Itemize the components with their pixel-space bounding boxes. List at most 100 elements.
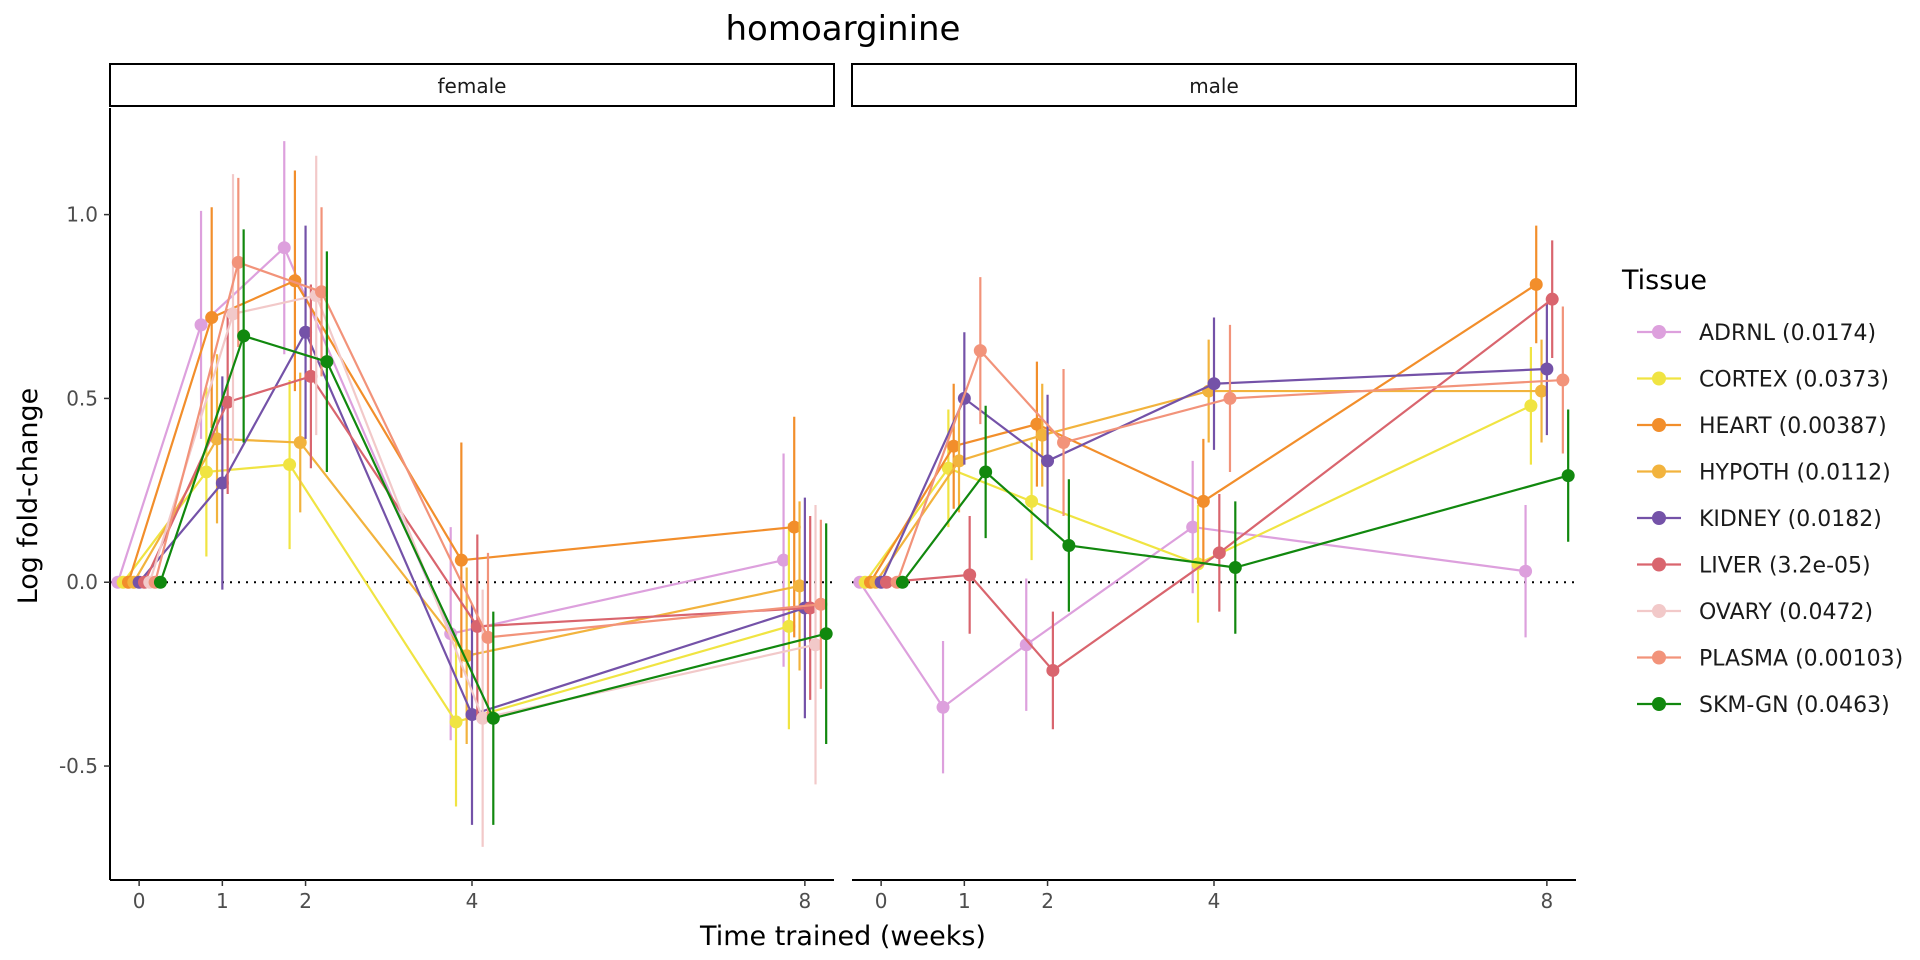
- legend-key-point: [1652, 697, 1666, 711]
- legend-label: CORTEX (0.0373): [1699, 368, 1889, 393]
- facet-label-female: female: [438, 74, 507, 98]
- legend-item-ovary: OVARY (0.0472): [1637, 600, 1873, 625]
- data-point: [449, 715, 463, 729]
- x-tick-label: 2: [1041, 889, 1054, 913]
- data-point: [215, 476, 229, 490]
- series-plasma-female: [148, 177, 828, 722]
- data-point: [320, 355, 334, 369]
- data-point: [1057, 436, 1071, 450]
- legend-label: HEART (0.00387): [1699, 414, 1887, 439]
- data-point: [226, 307, 240, 321]
- legend-item-cortex: CORTEX (0.0373): [1637, 368, 1889, 393]
- series-ovary-female: [143, 155, 823, 847]
- data-point: [1212, 546, 1226, 560]
- data-point: [947, 439, 961, 453]
- series-skm-gn-male: [895, 405, 1575, 634]
- data-point: [787, 520, 801, 534]
- data-point: [454, 553, 468, 567]
- data-point: [879, 575, 893, 589]
- data-point: [979, 465, 993, 479]
- legend-key-point: [1652, 464, 1666, 479]
- x-tick-label: 2: [299, 889, 312, 913]
- legend: Tissue ADRNL (0.0174) CORTEX (0.0373) HEAR…: [1621, 265, 1903, 718]
- series-heart-male: [863, 225, 1543, 589]
- legend-key-point: [1652, 511, 1666, 525]
- legend-item-hypoth: HYPOTH (0.0112): [1637, 461, 1891, 486]
- data-point: [809, 638, 823, 652]
- legend-key-point: [1652, 557, 1666, 572]
- data-point: [315, 285, 329, 299]
- data-point: [194, 318, 208, 332]
- data-point: [963, 568, 977, 582]
- data-point: [304, 369, 318, 383]
- legend-item-heart: HEART (0.00387): [1637, 414, 1887, 439]
- data-point: [153, 575, 167, 589]
- legend-label: PLASMA (0.00103): [1699, 647, 1903, 672]
- data-point: [1025, 494, 1039, 508]
- panel-male: male 0 1 2 4 8: [851, 63, 1577, 913]
- x-axis-title: Time trained (weeks): [699, 921, 986, 952]
- data-point: [793, 579, 807, 593]
- data-point: [1191, 557, 1205, 571]
- data-point: [205, 311, 219, 325]
- data-point: [1046, 663, 1060, 677]
- data-point: [973, 344, 987, 358]
- data-point: [1519, 564, 1533, 578]
- legend-label: LIVER (3.2e-05): [1699, 554, 1871, 579]
- y-tick-label: 0.5: [66, 386, 98, 410]
- data-point: [1019, 638, 1033, 652]
- data-point: [481, 630, 495, 644]
- data-point: [1207, 377, 1221, 391]
- data-point: [277, 241, 291, 255]
- legend-key-point: [1652, 604, 1666, 618]
- data-point: [1041, 454, 1055, 468]
- facet-label-male: male: [1189, 74, 1239, 98]
- data-point: [952, 454, 966, 468]
- data-point: [1545, 292, 1559, 306]
- x-tick-label: 1: [958, 889, 971, 913]
- x-tick-label: 0: [875, 889, 888, 913]
- y-tick-label: -0.5: [59, 754, 98, 778]
- y-tick-label: 1.0: [66, 203, 98, 227]
- data-point: [1223, 391, 1237, 405]
- data-point: [237, 329, 251, 343]
- data-point: [231, 255, 245, 269]
- data-point: [819, 627, 833, 641]
- data-point: [210, 432, 224, 446]
- data-point: [1030, 417, 1044, 431]
- series-kidney-female: [132, 225, 812, 825]
- legend-item-kidney: KIDNEY (0.0182): [1637, 507, 1882, 532]
- series-cortex-male: [858, 346, 1538, 623]
- data-point: [1228, 561, 1242, 575]
- legend-item-plasma: PLASMA (0.00103): [1637, 647, 1903, 672]
- legend-key-point: [1652, 371, 1666, 386]
- panel-female: female -0.5 0.0 0.5 1.0 0 1 2 4 8: [59, 63, 835, 913]
- series-plasma-male: [890, 277, 1570, 589]
- data-point: [1561, 469, 1575, 483]
- data-point: [1540, 362, 1554, 376]
- legend-label: ADRNL (0.0174): [1699, 321, 1876, 346]
- data-point: [1524, 399, 1538, 413]
- data-point: [221, 395, 235, 409]
- data-point: [465, 708, 479, 722]
- data-point: [283, 458, 297, 472]
- data-point: [814, 597, 828, 611]
- x-tick-label: 1: [216, 889, 229, 913]
- data-point: [1062, 538, 1076, 552]
- data-point: [1035, 428, 1049, 442]
- legend-label: KIDNEY (0.0182): [1699, 507, 1882, 532]
- data-point: [1556, 373, 1570, 387]
- legend-label: SKM-GN (0.0463): [1699, 693, 1890, 718]
- y-axis-title: Log fold-change: [13, 388, 44, 605]
- legend-label: OVARY (0.0472): [1699, 600, 1873, 625]
- series-skm-gn-female: [153, 229, 833, 825]
- legend-item-liver: LIVER (3.2e-05): [1637, 554, 1871, 579]
- legend-label: HYPOTH (0.0112): [1699, 461, 1891, 486]
- data-point: [1196, 494, 1210, 508]
- legend-key-point: [1652, 650, 1666, 665]
- data-point: [199, 465, 213, 479]
- legend-title: Tissue: [1621, 265, 1707, 296]
- legend-key-point: [1652, 418, 1666, 432]
- facet-strip-female: [109, 63, 835, 107]
- data-point: [293, 436, 307, 450]
